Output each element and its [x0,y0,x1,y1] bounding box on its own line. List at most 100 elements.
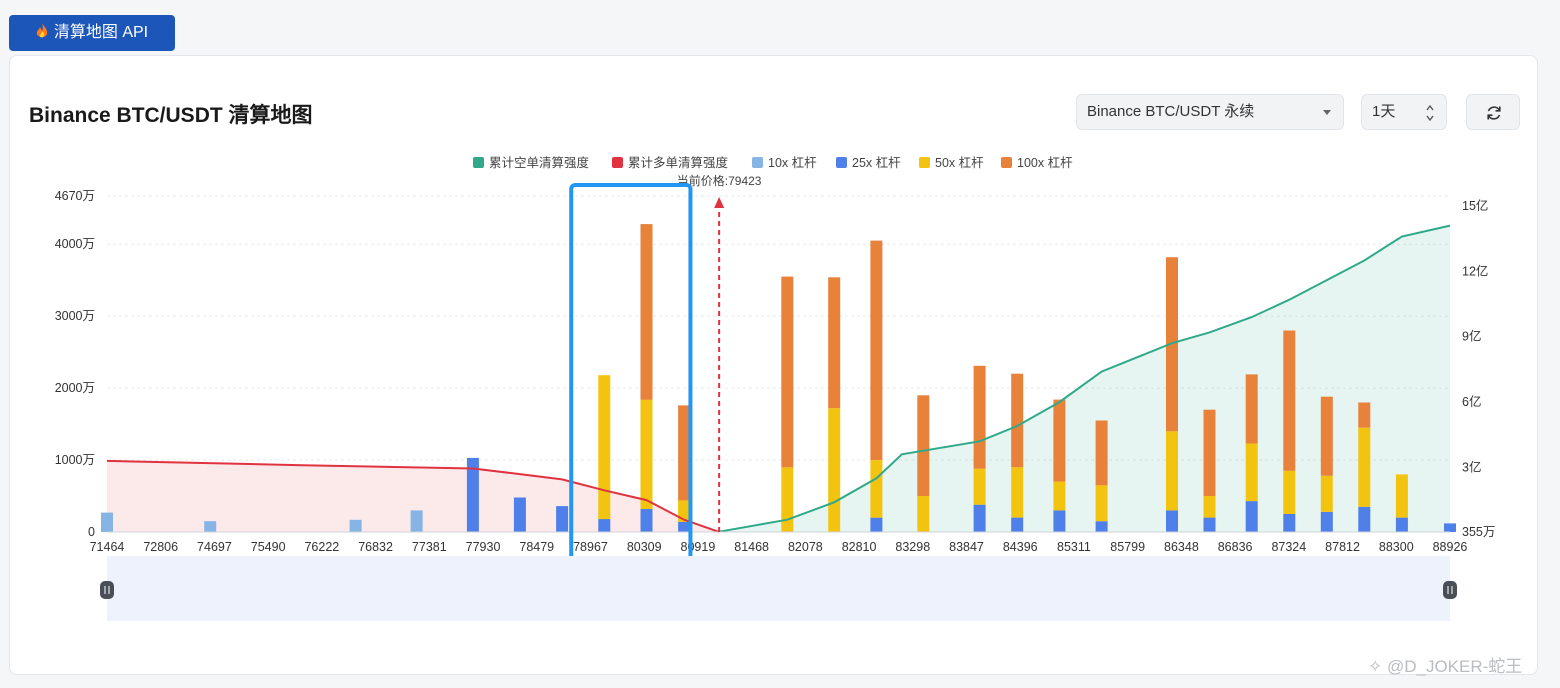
bar-segment-25x [1245,501,1258,532]
bar-segment-25x [1395,517,1408,532]
x-tick-label: 86348 [1164,540,1199,554]
x-tick-label: 75490 [251,540,286,554]
bar-segment-50x [1395,474,1408,518]
refresh-button[interactable] [1466,94,1520,130]
bar-segment-50x [1358,427,1371,507]
bar-segment-10x [349,519,362,532]
bar-segment-10x [204,521,217,532]
y-right-tick: 6亿 [1462,394,1481,409]
legend-swatch [473,157,484,168]
bar-segment-25x [973,504,986,532]
bar-segment-25x [556,506,569,532]
legend-label: 50x 杠杆 [935,155,984,170]
x-tick-label: 78967 [573,540,608,554]
bar-segment-100x [1320,396,1333,476]
legend-swatch [836,157,847,168]
x-tick-label: 78479 [519,540,554,554]
legend-label: 累计多单清算强度 [628,155,729,170]
range-slider-track [107,556,1450,621]
y-left-tick: 3000万 [55,309,95,323]
refresh-icon [1487,106,1501,120]
bar-segment-50x [1011,467,1024,518]
x-tick-label: 85799 [1110,540,1145,554]
api-tab-button[interactable]: 清算地图 API [9,15,175,51]
bar-segment-100x [1283,330,1296,471]
bar-segment-25x [1011,517,1024,532]
page-title: Binance BTC/USDT 清算地图 [29,104,313,127]
x-tick-label: 84396 [1003,540,1038,554]
bar-segment-100x [1053,399,1066,482]
y-left-tick: 1000万 [55,453,95,467]
x-tick-label: 77930 [466,540,501,554]
x-tick-label: 85311 [1057,540,1091,554]
y-right-tick: 9亿 [1462,329,1481,344]
x-tick-label: 71464 [90,540,125,554]
bar-segment-100x [1358,402,1371,428]
bar-segment-10x [101,512,113,532]
legend-swatch [919,157,930,168]
period-select[interactable]: 1天 [1361,94,1447,130]
legend-label: 100x 杠杆 [1017,155,1073,170]
bar-segment-50x [678,500,691,522]
bar-segment-10x [410,510,423,532]
cum-short-line [718,224,1451,533]
bar-segment-50x [1053,481,1066,511]
x-tick-label: 76222 [304,540,339,554]
bar-segment-50x [973,468,986,505]
bar-segment-25x [1320,511,1333,532]
handle-body [100,581,114,599]
bar-segment-100x [1245,374,1258,444]
bar-segment-25x [678,521,691,532]
pair-select[interactable]: Binance BTC/USDT 永续 [1076,94,1344,130]
bar-segment-25x [1053,510,1066,532]
bar-segment-50x [1095,485,1108,522]
bar-segment-50x [1320,475,1333,512]
y-right-tick: 355万 [1462,525,1495,539]
bar-segment-100x [1203,409,1216,496]
cum-long-line [106,459,720,533]
bar-segment-50x [1245,443,1258,502]
current-price-label: 当前价格:79423 [677,173,762,188]
bar-segment-100x [1011,373,1024,468]
bar-segment-50x [781,467,794,532]
api-tab-label: 清算地图 API [53,24,149,41]
pair-select-value: Binance BTC/USDT 永续 [1087,103,1255,120]
current-price-arrow [714,197,725,208]
bar-segment-100x [1095,420,1108,486]
up-down-arrows-icon [1426,104,1434,122]
x-tick-label: 74697 [197,540,232,554]
watermark: ✧ @D_JOKER-蛇王 [1368,657,1523,676]
bar-segment-50x [917,496,930,532]
bar-segment-100x [828,277,841,409]
bar-segment-25x [1444,523,1456,532]
y-left-tick: 4670万 [55,189,95,203]
bar-segment-25x [513,497,526,532]
y-right-tick: 3亿 [1462,459,1481,474]
legend-label: 10x 杠杆 [768,155,817,170]
x-tick-label: 87324 [1271,540,1306,554]
bar-segment-50x [828,408,841,532]
bar-segment-25x [466,457,479,532]
range-slider-left-handle[interactable] [100,581,114,599]
bar-segment-50x [870,460,883,518]
y-left-tick: 0 [88,525,95,539]
range-slider-right-handle[interactable] [1443,581,1457,599]
x-tick-label: 83847 [949,540,984,554]
chevron-down-icon [1323,110,1331,115]
x-tick-label: 72806 [143,540,178,554]
bar-segment-25x [598,519,611,532]
bar-segment-25x [1283,514,1296,532]
legend-swatch [752,157,763,168]
bar-segment-25x [1203,517,1216,532]
x-tick-label: 80309 [627,540,662,554]
handle-body [1443,581,1457,599]
x-tick-label: 82078 [788,540,823,554]
bar-segment-50x [640,399,653,509]
x-tick-label: 86836 [1218,540,1253,554]
y-left-tick: 4000万 [55,237,95,251]
bar-segment-25x [1166,510,1178,532]
x-tick-label: 80919 [681,540,716,554]
bar-segment-25x [1095,521,1108,532]
x-tick-label: 88926 [1433,540,1468,554]
